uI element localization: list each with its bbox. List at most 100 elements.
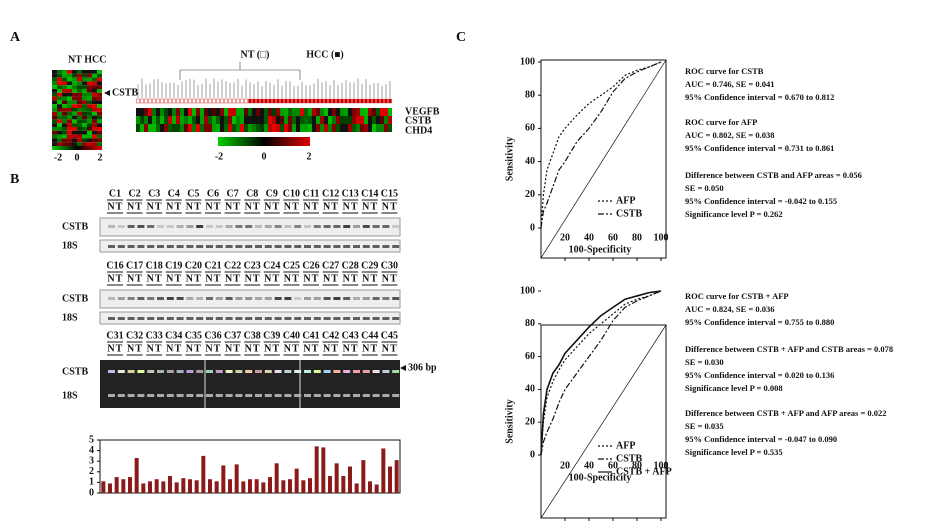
heatmap-cell [82, 96, 87, 101]
y-tick-label: 5 [89, 434, 94, 445]
heatmap-cell [62, 142, 67, 146]
heatmap-cell [348, 108, 352, 116]
band [382, 297, 390, 300]
group-box [312, 98, 316, 104]
lane-pair: T [135, 201, 142, 212]
band [186, 245, 194, 248]
group-box [176, 98, 180, 104]
lane-label: C6 [207, 188, 219, 199]
heatmap-cell [97, 111, 102, 116]
group-box [356, 98, 360, 104]
lane-pair: T [155, 201, 162, 212]
scale-label: -2 [54, 152, 62, 163]
band [353, 225, 360, 228]
lane-pair: N [147, 343, 155, 354]
band [108, 317, 115, 320]
lane-pair: N [343, 343, 351, 354]
band [245, 370, 253, 373]
lane-label: C17 [126, 260, 143, 271]
band [225, 225, 233, 228]
lane-pair: T [233, 273, 240, 284]
heatmap-cell [57, 119, 62, 124]
band [343, 225, 351, 228]
group-box [364, 98, 368, 104]
band [206, 394, 213, 397]
group-box [376, 98, 380, 104]
heatmap-cell [336, 124, 340, 132]
heatmap-cell [300, 116, 304, 124]
group-box [244, 98, 248, 104]
heatmap-cell [52, 104, 57, 108]
bar [381, 448, 386, 493]
heatmap-cell [57, 70, 62, 74]
band [166, 370, 174, 373]
heatmap-cell [62, 134, 67, 139]
heatmap-header: NT HCC [68, 54, 106, 65]
heatmap-cell [97, 70, 102, 74]
row-label: CSTB [62, 293, 88, 304]
heatmap-cell [168, 124, 172, 132]
band [186, 394, 194, 397]
plot-frame [540, 59, 667, 259]
band [304, 297, 311, 300]
heatmap-cell [164, 116, 168, 124]
lane-pair: T [214, 201, 221, 212]
bar [361, 460, 366, 493]
heatmap-cell [62, 85, 67, 89]
heatmap-cell [156, 116, 160, 124]
heatmap-cell [52, 142, 57, 146]
heatmap-cell [256, 116, 260, 124]
lane-label: C43 [342, 330, 359, 341]
heatmap-cell [220, 124, 224, 132]
bar [294, 468, 299, 493]
band [196, 317, 204, 320]
band [206, 225, 213, 228]
heatmap-cell [336, 116, 340, 124]
group-box [216, 98, 220, 104]
band [245, 245, 253, 248]
color-scale [218, 137, 310, 146]
group-box [136, 98, 140, 104]
band [274, 317, 282, 320]
lane-pair: T [116, 343, 123, 354]
heatmap-cell [296, 124, 300, 132]
heatmap-cell [144, 116, 148, 124]
lane-pair: N [186, 343, 194, 354]
group-box [180, 98, 184, 104]
row-label: 18S [62, 312, 78, 323]
roc-curve [540, 290, 662, 456]
lane-pair: N [107, 273, 115, 284]
heatmap-cell [268, 116, 272, 124]
lane-label: C34 [165, 330, 182, 341]
heatmap-cell [384, 108, 388, 116]
panel-label: B [10, 172, 19, 187]
heatmap-cell [168, 108, 172, 116]
heatmap-cell [92, 115, 97, 120]
heatmap-cell [57, 123, 62, 127]
heatmap-cell [156, 108, 160, 116]
band [362, 394, 370, 397]
group-box [368, 98, 372, 104]
heatmap-cell [388, 108, 392, 116]
heatmap-cell [82, 70, 87, 74]
band [353, 394, 360, 397]
heatmap-cell [148, 116, 152, 124]
heatmap-cell [97, 89, 102, 93]
y-tick-label: 60 [525, 123, 535, 134]
band [176, 394, 184, 397]
bar [288, 479, 292, 493]
x-tick-label: 100 [654, 460, 669, 471]
heatmap-cell [324, 124, 328, 132]
heatmap-cell [340, 116, 344, 124]
bar [134, 458, 139, 493]
group-box [164, 98, 168, 104]
heatmap-cell [67, 119, 72, 124]
heatmap-cell [62, 70, 67, 74]
band [274, 394, 282, 397]
lane-pair: N [245, 343, 253, 354]
heatmap-cell [160, 116, 164, 124]
heatmap-cell [196, 108, 200, 116]
lane-pair: N [245, 201, 253, 212]
heatmap-cell [260, 116, 264, 124]
band [343, 394, 351, 397]
